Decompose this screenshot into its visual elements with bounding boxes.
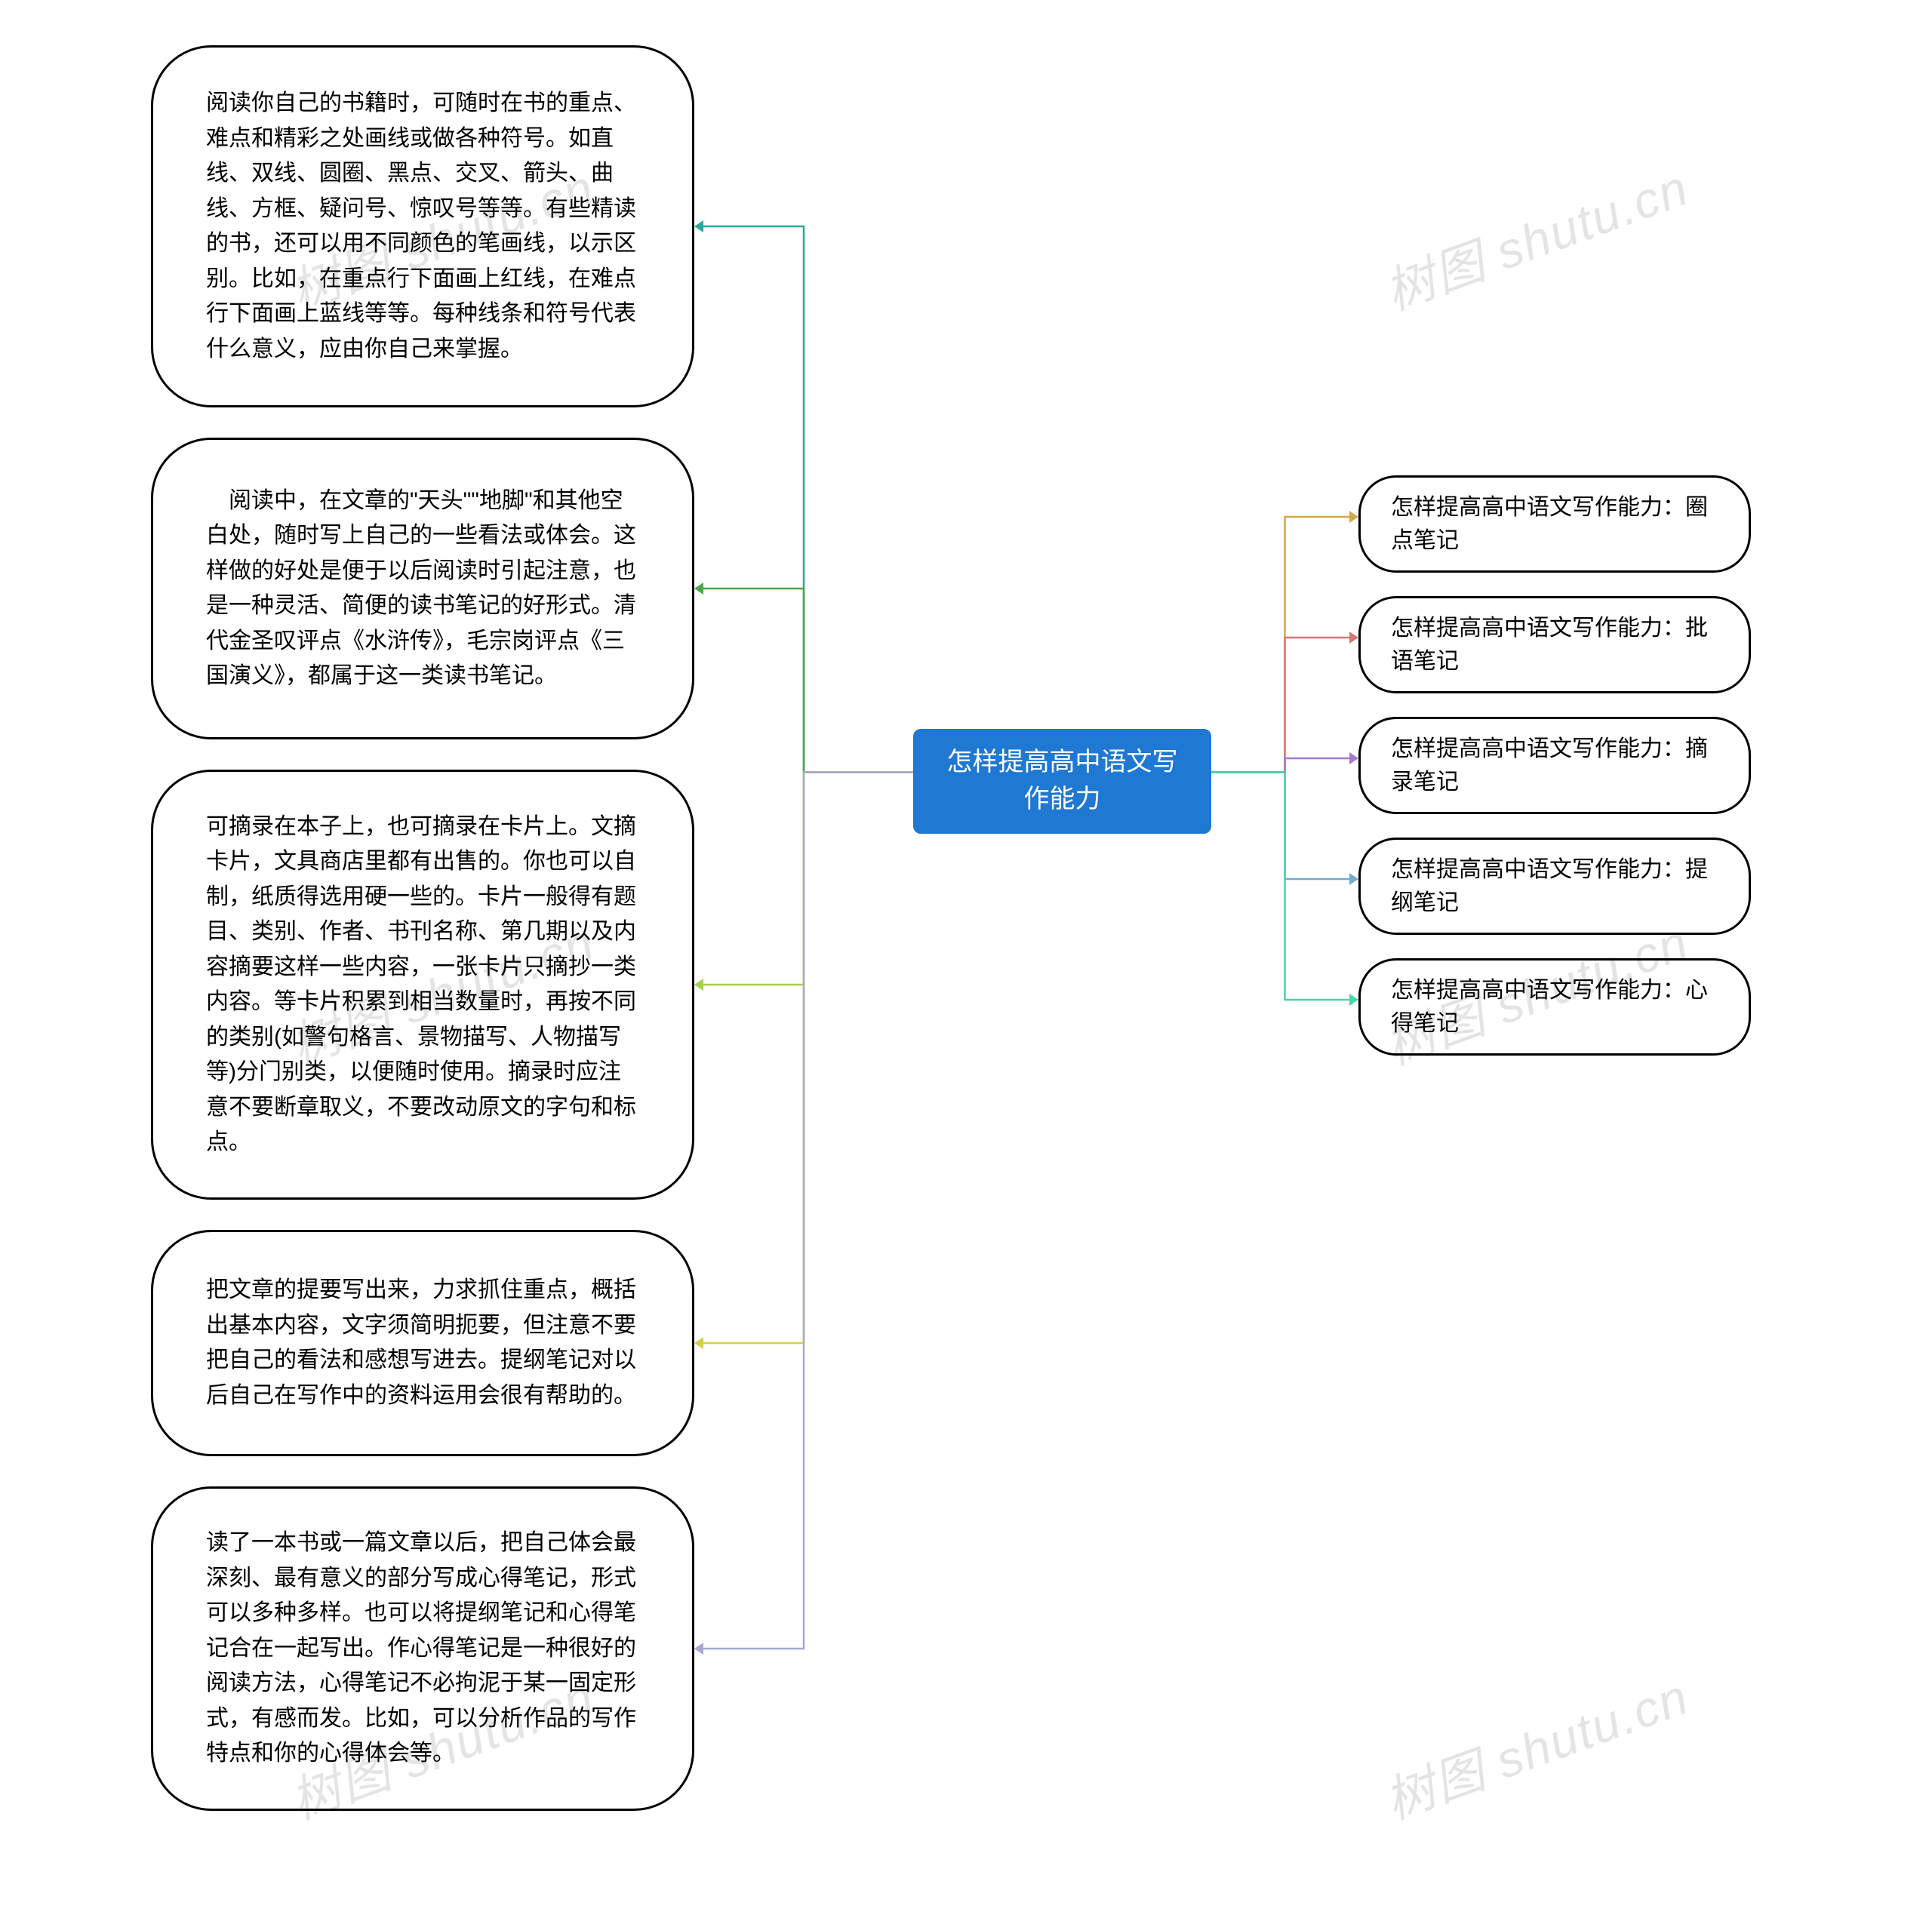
right-node-4: 怎样提高高中语文写作能力：提纲笔记 <box>1358 838 1751 935</box>
left-node-text: 把文章的提要写出来，力求抓住重点，概括出基本内容，文字须简明扼要，但注意不要把自… <box>206 1273 639 1413</box>
center-node-label: 怎样提高高中语文写作能力 <box>934 744 1190 819</box>
mindmap-canvas: 怎样提高高中语文写作能力 阅读你自己的书籍时，可随时在书的重点、难点和精彩之处画… <box>0 0 1932 1918</box>
right-node-text: 怎样提高高中语文写作能力：摘录笔记 <box>1391 736 1708 795</box>
watermark: 树图 shutu.cn <box>1374 1657 1697 1833</box>
left-node-4: 把文章的提要写出来，力求抓住重点，概括出基本内容，文字须简明扼要，但注意不要把自… <box>151 1230 694 1456</box>
right-node-text: 怎样提高高中语文写作能力：圈点笔记 <box>1391 495 1708 553</box>
left-node-text: 阅读中，在文章的"天头""地脚"和其他空白处，随时写上自己的一些看法或体会。这样… <box>206 484 639 694</box>
right-node-text: 怎样提高高中语文写作能力：批语笔记 <box>1391 616 1708 674</box>
right-node-2: 怎样提高高中语文写作能力：批语笔记 <box>1358 596 1751 693</box>
right-node-3: 怎样提高高中语文写作能力：摘录笔记 <box>1358 717 1751 814</box>
watermark: 树图 shutu.cn <box>1374 148 1697 324</box>
center-node: 怎样提高高中语文写作能力 <box>913 729 1211 834</box>
left-node-2: 阅读中，在文章的"天头""地脚"和其他空白处，随时写上自己的一些看法或体会。这样… <box>151 438 694 739</box>
right-node-1: 怎样提高高中语文写作能力：圈点笔记 <box>1358 475 1751 573</box>
